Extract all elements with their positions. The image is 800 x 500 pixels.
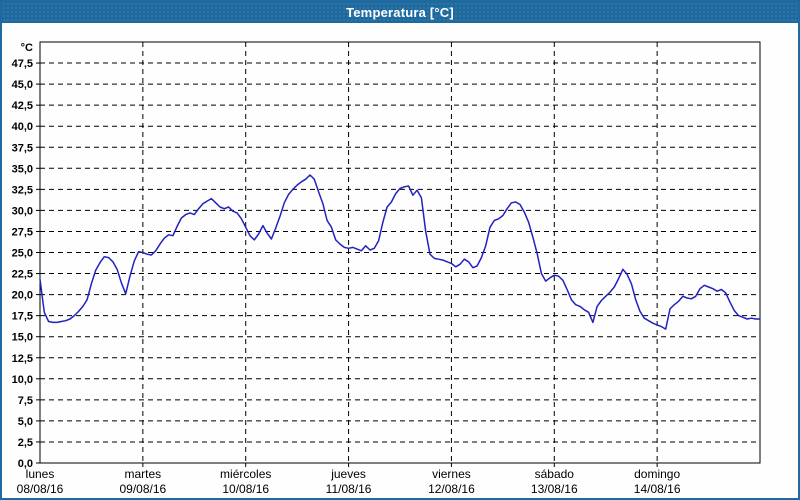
y-tick-label: 45,0 — [12, 79, 33, 91]
day-date-label: 10/08/16 — [222, 482, 269, 496]
y-tick-label: 0,0 — [18, 458, 33, 470]
y-tick-label: 20,0 — [12, 290, 33, 302]
y-tick-label: 47,5 — [12, 58, 33, 70]
y-tick-label: 7,5 — [18, 395, 33, 407]
y-tick-label: 42,5 — [12, 100, 33, 112]
day-date-label: 08/08/16 — [17, 482, 64, 496]
day-name-label: sábado — [535, 467, 575, 481]
day-date-label: 11/08/16 — [326, 482, 372, 496]
chart-area: 0,0 2,5 5,0 7,5 10,0 12,5 15,0 17,5 20,0 22,5 25,0… — [2, 23, 798, 498]
day-name-label: lunes — [26, 467, 55, 481]
y-tick-label: 5,0 — [18, 416, 33, 428]
y-tick-label: 22,5 — [12, 269, 33, 281]
y-tick-label: 2,5 — [18, 437, 33, 449]
day-date-label: 09/08/16 — [119, 482, 166, 496]
day-date-label: 12/08/16 — [428, 482, 475, 496]
y-tick-label: 32,5 — [12, 184, 33, 196]
window-title: Temperatura [°C] — [346, 5, 454, 20]
y-tick-label: 25,0 — [12, 248, 33, 260]
y-tick-label: 27,5 — [12, 226, 33, 238]
day-name-label: viernes — [432, 467, 471, 481]
y-tick-label: 40,0 — [12, 121, 33, 133]
day-name-label: domingo — [634, 467, 680, 481]
y-tick-label: 17,5 — [12, 311, 33, 323]
temperature-chart: 0,0 2,5 5,0 7,5 10,0 12,5 15,0 17,5 20,0 22,5 25,0… — [12, 41, 761, 496]
day-date-label: 13/08/16 — [531, 482, 578, 496]
y-axis-unit-label: °C — [21, 42, 33, 54]
y-tick-label: 35,0 — [12, 163, 33, 175]
y-tick-label: 37,5 — [12, 142, 33, 154]
y-tick-label: 15,0 — [12, 332, 33, 344]
day-name-label: martes — [125, 467, 162, 481]
temperature-line — [39, 174, 761, 330]
day-name-label: miércoles — [220, 467, 271, 481]
plot-border — [39, 41, 761, 464]
y-tick-label: 30,0 — [12, 205, 33, 217]
window-titlebar: Temperatura [°C] — [2, 2, 798, 23]
day-date-label: 14/08/16 — [634, 482, 681, 496]
day-name-label: jueves — [330, 467, 366, 481]
y-tick-label: 10,0 — [12, 374, 33, 386]
y-tick-label: 12,5 — [12, 353, 33, 365]
